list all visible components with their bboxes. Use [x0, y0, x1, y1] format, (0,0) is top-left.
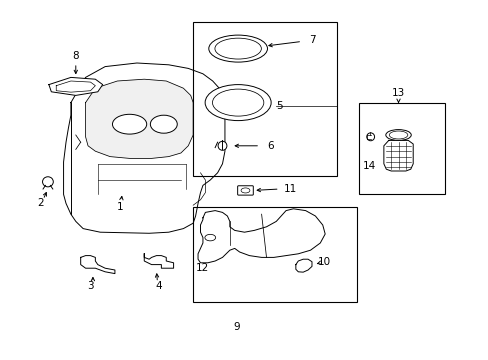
- Bar: [193, 207, 356, 302]
- Polygon shape: [63, 63, 224, 233]
- Polygon shape: [49, 77, 102, 95]
- Text: 2: 2: [37, 198, 44, 208]
- Ellipse shape: [42, 177, 53, 187]
- Text: 1: 1: [116, 202, 123, 212]
- Ellipse shape: [385, 130, 410, 140]
- Polygon shape: [144, 254, 173, 268]
- Ellipse shape: [212, 89, 264, 116]
- Ellipse shape: [112, 114, 146, 134]
- Bar: [193, 22, 337, 176]
- Text: 4: 4: [155, 281, 162, 291]
- Ellipse shape: [215, 38, 261, 59]
- Polygon shape: [295, 259, 311, 272]
- Ellipse shape: [218, 141, 226, 150]
- Polygon shape: [383, 140, 412, 171]
- FancyBboxPatch shape: [237, 186, 253, 195]
- Text: 7: 7: [308, 35, 315, 45]
- Ellipse shape: [205, 85, 270, 121]
- Ellipse shape: [366, 133, 374, 141]
- Ellipse shape: [150, 115, 177, 133]
- Text: 6: 6: [266, 141, 273, 151]
- Text: 5: 5: [276, 101, 283, 111]
- Ellipse shape: [388, 131, 407, 139]
- Ellipse shape: [208, 35, 267, 62]
- Text: 14: 14: [362, 161, 375, 171]
- Text: 13: 13: [391, 88, 405, 98]
- Text: 12: 12: [196, 263, 209, 273]
- Text: 3: 3: [87, 281, 94, 291]
- Polygon shape: [85, 79, 193, 158]
- Text: 10: 10: [317, 257, 330, 267]
- Text: 9: 9: [233, 322, 240, 332]
- Polygon shape: [63, 103, 203, 233]
- Polygon shape: [81, 256, 115, 274]
- Polygon shape: [198, 209, 325, 263]
- Ellipse shape: [204, 234, 215, 241]
- Bar: [359, 103, 444, 194]
- Text: 8: 8: [72, 51, 79, 61]
- Text: 11: 11: [283, 184, 296, 194]
